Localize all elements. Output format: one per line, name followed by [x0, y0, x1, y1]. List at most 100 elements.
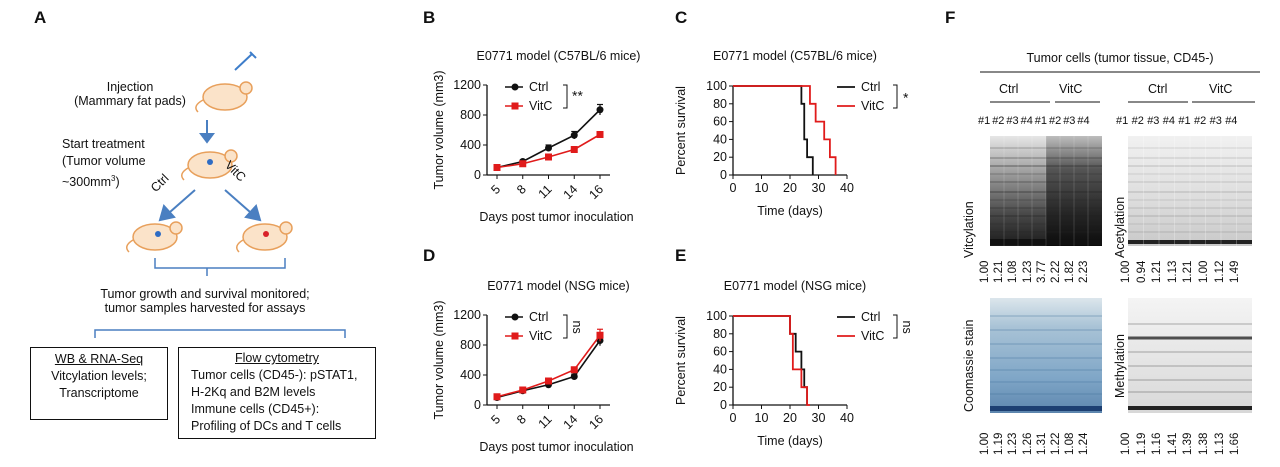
x-axis-label: Days post tumor inoculation — [479, 210, 633, 224]
injection-line1: Injection — [106, 80, 154, 94]
x-tick-label: 10 — [755, 411, 769, 425]
monitor-line1: Tumor growth and survival monitored; — [100, 287, 310, 301]
x-tick-label: 30 — [812, 181, 826, 195]
left-lane-8: #4 — [1077, 115, 1090, 127]
y-tick-label: 1200 — [453, 78, 481, 92]
acetylation-value-5: 1.21 — [1182, 260, 1195, 283]
data-point-vitc — [519, 160, 527, 168]
significance-label: ** — [572, 88, 583, 104]
flow-line2: H-2Kq and B2M levels — [191, 385, 316, 399]
y-tick-label: 0 — [720, 398, 727, 412]
blot-coomassie — [990, 298, 1102, 413]
flow-line1: Tumor cells (CD45-): pSTAT1, — [191, 368, 358, 382]
legend-label-ctrl: Ctrl — [861, 80, 880, 94]
acetylation-value-1: 1.00 — [1120, 260, 1132, 283]
vitcylation-value-4: 1.23 — [1021, 260, 1034, 283]
chart-title: E0771 model (C57BL/6 mice) — [477, 49, 641, 63]
legend-label-vitc: VitC — [529, 99, 552, 113]
y-tick-label: 0 — [720, 168, 727, 182]
methylation-value-7: 1.13 — [1213, 432, 1226, 455]
mouse-icon-vitc — [236, 221, 293, 253]
vitcylation-value-5: 3.77 — [1035, 260, 1048, 283]
panel-label-b: B — [423, 8, 436, 27]
legend-label-ctrl: Ctrl — [529, 310, 548, 324]
y-tick-label: 0 — [474, 398, 481, 412]
label-coomassie: Coomassie stain — [962, 319, 976, 412]
data-point-vitc — [570, 366, 578, 374]
y-tick-label: 100 — [706, 309, 727, 323]
coomassie-value-6: 1.22 — [1050, 432, 1062, 455]
blot-acetylation — [1128, 136, 1252, 246]
x-axis-label: Days post tumor inoculation — [479, 440, 633, 454]
x-tick-label: 20 — [783, 411, 797, 425]
wb-rnaseq-title: WB & RNA-Seq — [54, 352, 144, 366]
x-tick-label: 10 — [755, 181, 769, 195]
schematic-graphics — [94, 51, 346, 338]
legend-label-vitc: VitC — [861, 329, 884, 343]
x-tick-label: 16 — [586, 412, 606, 432]
coomassie-value-1: 1.00 — [979, 432, 991, 455]
legend-marker-vitc — [511, 332, 519, 340]
methylation-value-4: 1.41 — [1166, 432, 1179, 455]
syringe-icon — [234, 51, 257, 71]
left-lane-3: #3 — [1006, 115, 1019, 127]
data-point-vitc — [596, 131, 604, 138]
legend-label-ctrl: Ctrl — [529, 80, 548, 94]
x-tick-label: 0 — [730, 181, 737, 195]
mouse-icon-injection — [195, 81, 253, 113]
right-lane-3: #3 — [1147, 115, 1160, 127]
y-tick-label: 1200 — [453, 308, 481, 322]
x-tick-label: 11 — [536, 412, 555, 431]
right-lane-6: #2 — [1194, 115, 1207, 127]
survival-line-ctrl — [733, 315, 809, 405]
blot-group-vitc-left: VitC — [1059, 82, 1083, 96]
x-tick-label: 16 — [586, 182, 606, 202]
y-axis-label: Percent survival — [674, 316, 688, 405]
right-lane-7: #3 — [1209, 115, 1222, 127]
y-tick-label: 20 — [713, 150, 727, 164]
significance-label: ns — [900, 321, 914, 334]
label-vitcylation: Vitcylation — [962, 201, 976, 258]
methylation-value-8: 1.66 — [1229, 432, 1242, 455]
wb-line2: Transcriptome — [59, 386, 139, 400]
legend-label-ctrl: Ctrl — [861, 310, 880, 324]
label-methylation: Methylation — [1113, 334, 1127, 398]
label-acetylation: Acetylation — [1113, 196, 1127, 258]
legend-marker-ctrl — [511, 83, 519, 91]
methylation-value-1: 1.00 — [1120, 432, 1132, 455]
chart-title: E0771 model (NSG mice) — [724, 279, 866, 293]
data-point-vitc — [493, 393, 501, 401]
x-tick-label: 5 — [488, 412, 503, 427]
coomassie-value-5: 1.31 — [1035, 432, 1048, 455]
y-tick-label: 800 — [460, 338, 481, 352]
chart-title: E0771 model (C57BL/6 mice) — [713, 49, 877, 63]
chart-c: E0771 model (C57BL/6 mice) 0 20 40 60 80 100 0 1… — [674, 49, 909, 218]
data-point-vitc — [570, 146, 578, 153]
survival-line-ctrl — [733, 85, 814, 175]
data-point-vitc — [519, 386, 527, 394]
data-point-ctrl — [545, 144, 552, 152]
vitcylation-value-8: 2.23 — [1078, 260, 1091, 283]
wb-line1: Vitcylation levels; — [51, 369, 147, 383]
chart-title: E0771 model (NSG mice) — [487, 279, 629, 293]
panel-label-c: C — [675, 8, 688, 27]
data-point-ctrl — [596, 106, 604, 114]
vitcylation-value-7: 1.82 — [1064, 260, 1077, 283]
data-point-vitc — [545, 377, 552, 385]
panel-label-d: D — [423, 246, 436, 265]
y-tick-label: 60 — [713, 115, 727, 129]
methylation-value-2: 1.19 — [1135, 432, 1148, 455]
legend-marker-ctrl — [511, 313, 519, 321]
blot-group-ctrl-left: Ctrl — [999, 82, 1019, 96]
acetylation-value-7: 1.12 — [1213, 260, 1226, 283]
methylation-value-6: 1.38 — [1198, 432, 1210, 455]
legend-label-vitc: VitC — [529, 329, 552, 343]
right-lane-1: #1 — [1116, 115, 1129, 127]
blot-methylation — [1128, 298, 1252, 413]
left-lane-2: #2 — [992, 115, 1005, 127]
start-line2: (Tumor volume — [62, 154, 146, 168]
y-tick-label: 80 — [713, 97, 727, 111]
x-axis-label: Time (days) — [757, 434, 823, 448]
acetylation-value-4: 1.13 — [1166, 260, 1179, 283]
coomassie-value-4: 1.26 — [1021, 432, 1034, 455]
